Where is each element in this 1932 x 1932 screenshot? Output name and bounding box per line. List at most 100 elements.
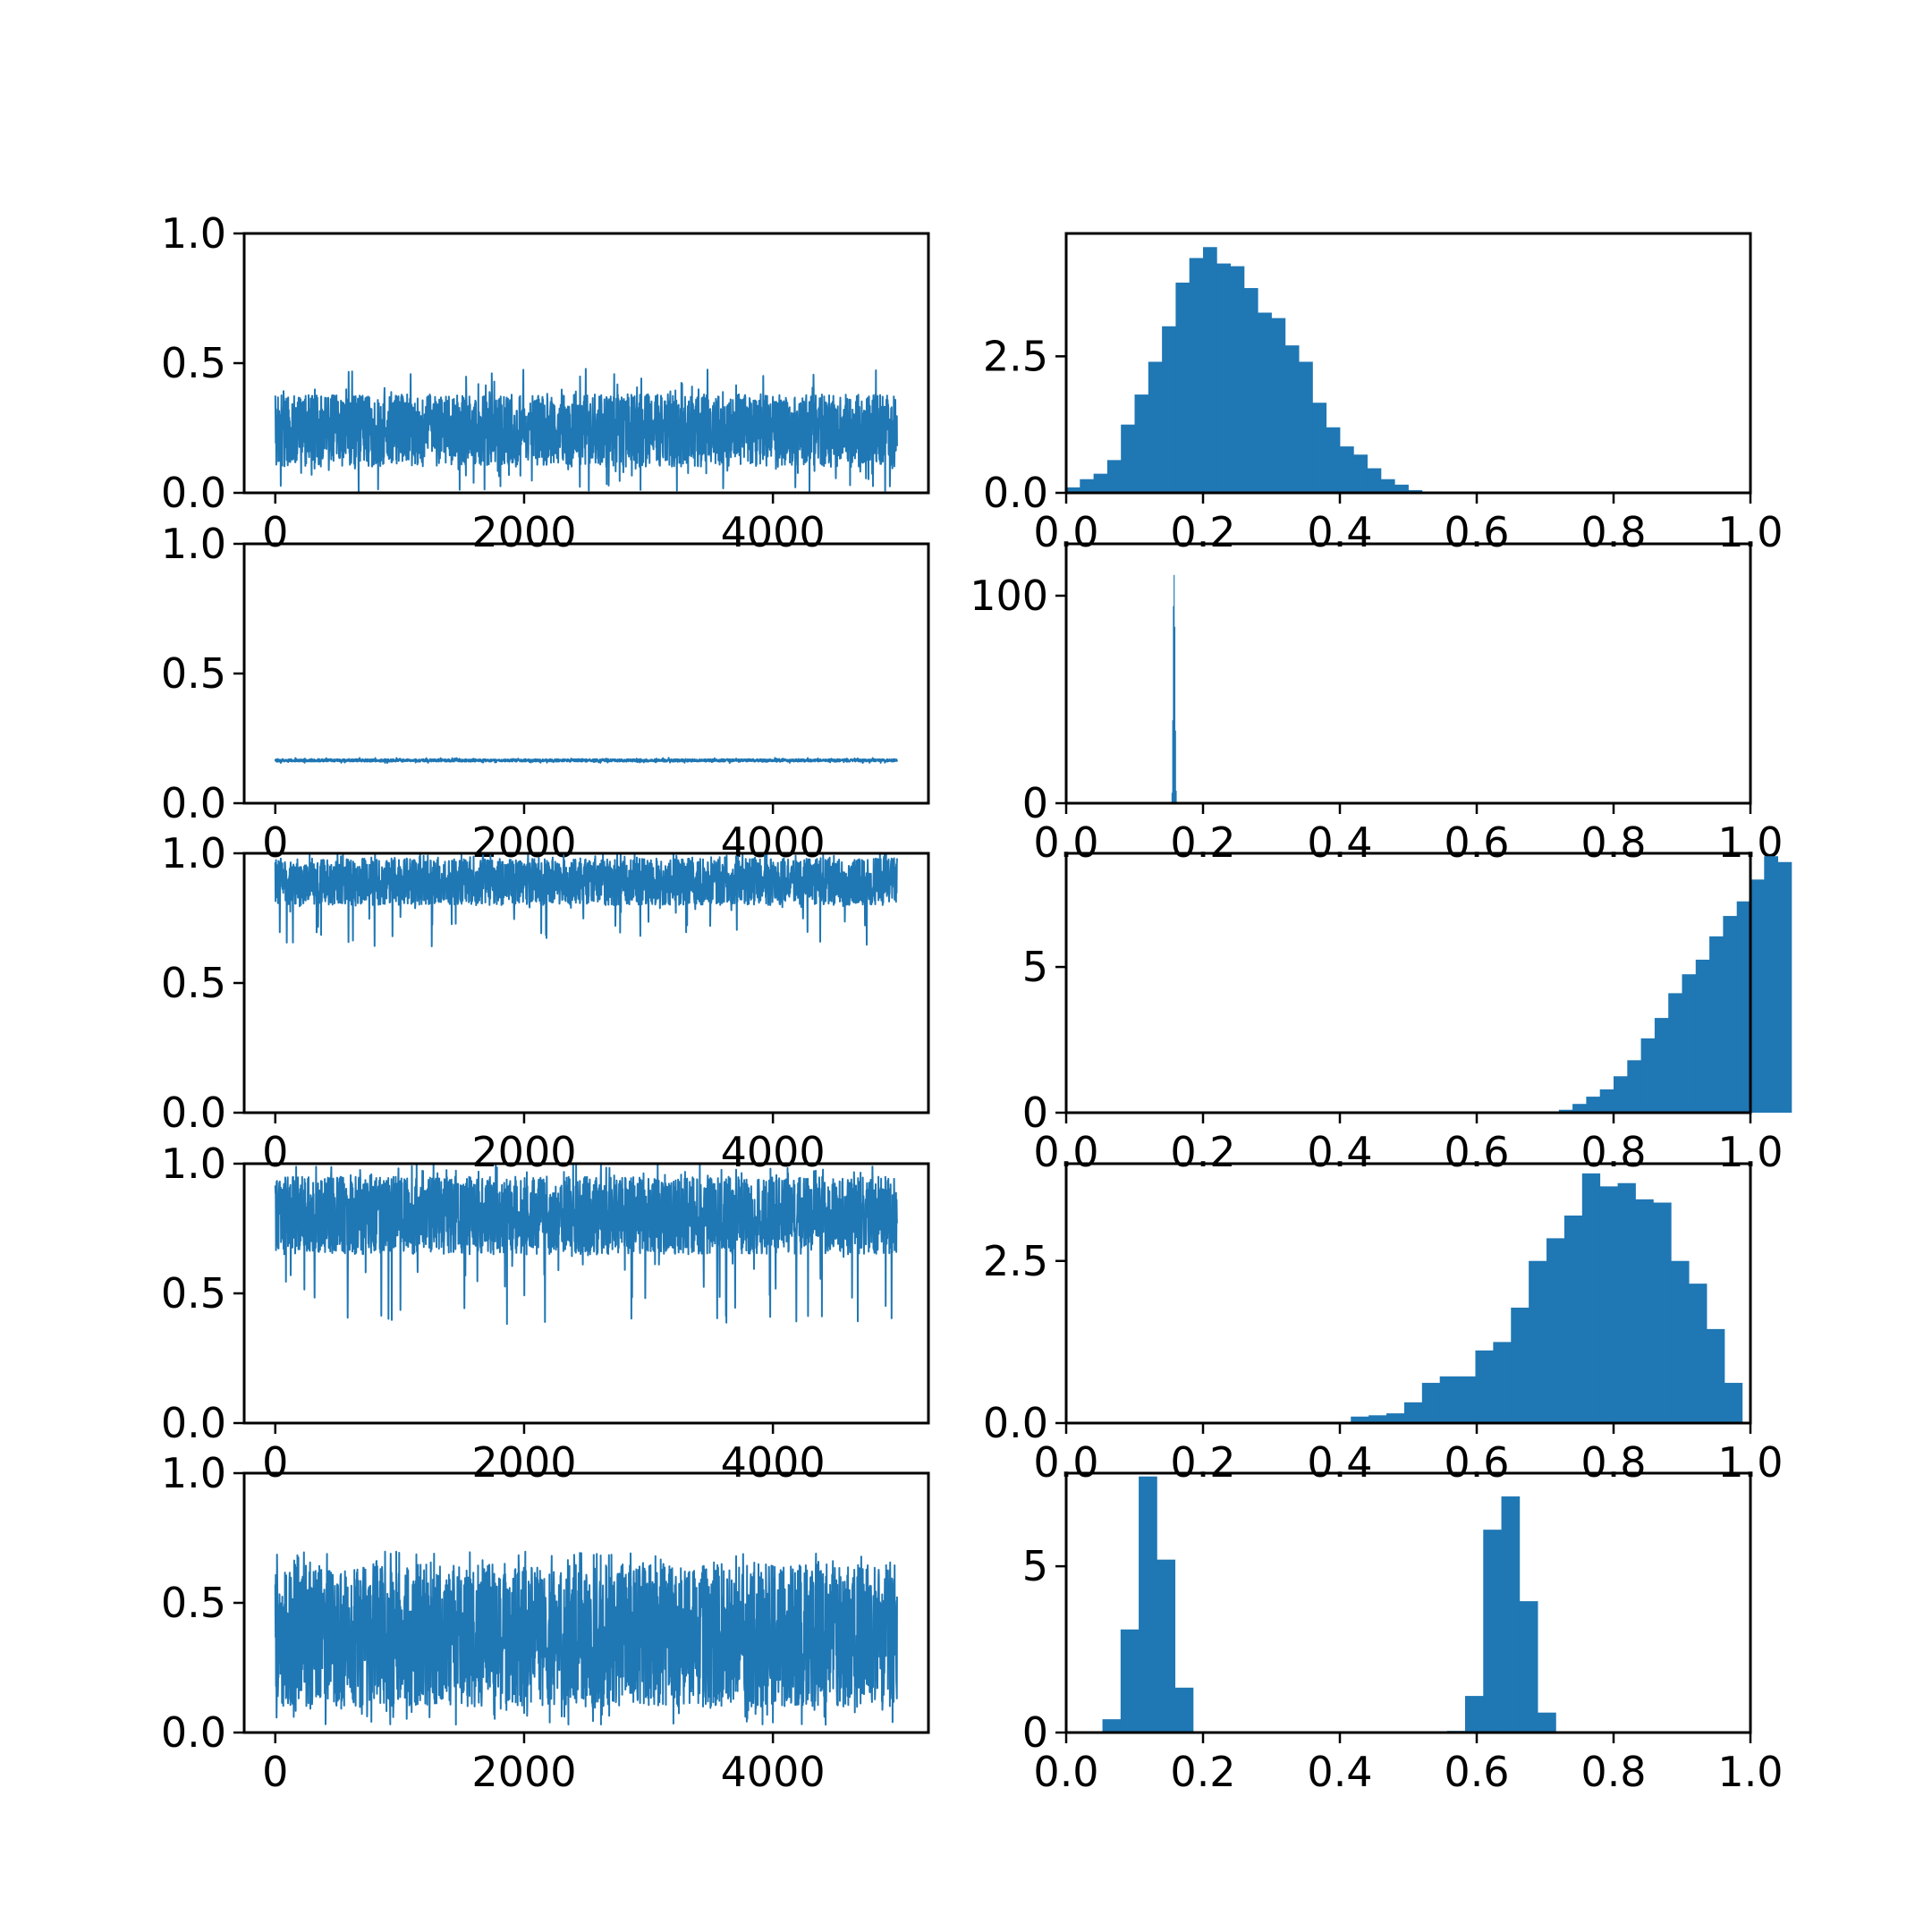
- histogram-bar: [1707, 1328, 1725, 1424]
- histogram-bar: [1394, 484, 1409, 493]
- x-tick-label: 0.8: [1580, 818, 1646, 867]
- y-tick-label: 1.0: [161, 1449, 226, 1497]
- x-tick-label: 0.6: [1444, 1438, 1509, 1487]
- histogram-bar: [1519, 1601, 1538, 1733]
- histogram-bar: [1724, 1383, 1743, 1423]
- x-tick-label: 0.4: [1307, 1748, 1372, 1796]
- histogram-bar: [1173, 606, 1174, 803]
- histogram-bar: [1439, 1376, 1458, 1423]
- histogram-bar: [1203, 247, 1217, 493]
- trace-line: [274, 1163, 898, 1326]
- trace-line: [274, 1550, 898, 1726]
- x-tick-label: 0.8: [1580, 1748, 1646, 1796]
- histogram-bar: [1617, 1182, 1636, 1423]
- histogram-bar: [1243, 288, 1258, 493]
- histogram-bar: [1148, 361, 1163, 493]
- histogram-bar: [1572, 1104, 1587, 1113]
- histogram-bar: [1175, 282, 1191, 493]
- y-tick-label: 0.0: [161, 1089, 226, 1137]
- x-tick-label: 0.4: [1307, 1438, 1372, 1487]
- histogram-bar: [1157, 1559, 1176, 1733]
- histogram-bar: [1189, 258, 1204, 493]
- histogram-bar: [1120, 1629, 1140, 1733]
- histogram-bar: [1121, 424, 1135, 493]
- histogram-bar: [1483, 1530, 1502, 1733]
- histogram-bar: [1671, 1260, 1690, 1423]
- histogram-bar: [1174, 626, 1176, 803]
- histogram-bar: [1312, 402, 1327, 493]
- histogram-bar: [1351, 1416, 1369, 1423]
- x-tick-label: 0: [262, 1438, 288, 1487]
- panel-r2-c0: 0 2000 4000 0.0 0.5 1.0: [161, 829, 930, 1176]
- histogram-bar: [1654, 1018, 1669, 1113]
- histogram-bar: [1653, 1202, 1672, 1423]
- histogram-bar: [1421, 1383, 1441, 1423]
- histogram-bar: [1464, 1696, 1484, 1733]
- histogram-bar: [1599, 1186, 1618, 1424]
- x-tick-label: 0.8: [1580, 1128, 1646, 1176]
- x-tick-label: 0: [262, 1128, 288, 1176]
- y-tick-label: 1.0: [161, 209, 226, 258]
- y-tick-label: 2.5: [983, 1237, 1048, 1285]
- x-tick-label: 0.4: [1307, 1128, 1372, 1176]
- y-tick-label: 0.0: [983, 1399, 1048, 1447]
- x-tick-label: 0.4: [1307, 508, 1372, 556]
- histogram-bar: [1386, 1413, 1405, 1424]
- x-tick-label: 0: [262, 508, 288, 556]
- y-tick-label: 0.5: [161, 339, 226, 387]
- histogram-bar: [1764, 856, 1778, 1113]
- trace-line: [274, 368, 898, 494]
- x-tick-label: 2000: [471, 1748, 576, 1796]
- axes-frame: [1064, 232, 1752, 495]
- x-tick-label: 0.2: [1170, 818, 1235, 867]
- y-tick-label: 0.5: [161, 1579, 226, 1627]
- histogram-bar: [1581, 1173, 1601, 1424]
- histogram-bar: [1368, 1415, 1387, 1423]
- x-tick-label: 0.8: [1580, 1438, 1646, 1487]
- x-tick-label: 0.6: [1444, 1748, 1509, 1796]
- histogram-bar: [1563, 1216, 1583, 1423]
- panel-r0-c1: 0.0 0.2 0.4 0.6 0.8 1.00.02.5: [983, 232, 1784, 556]
- panel-r0-c0: 0 2000 4000 0.0 0.5 1.0: [161, 209, 930, 556]
- histogram-bar: [1299, 361, 1313, 493]
- histogram-bar: [1380, 479, 1395, 493]
- y-tick-label: 100: [970, 572, 1048, 620]
- y-tick-label: 0: [1022, 1089, 1048, 1137]
- histogram-bar: [1777, 861, 1792, 1113]
- x-tick-label: 2000: [471, 508, 576, 556]
- y-tick-label: 1.0: [161, 520, 226, 568]
- axes-frame: [1064, 1162, 1752, 1425]
- histogram-bar: [1723, 916, 1738, 1113]
- histogram-bar: [1284, 345, 1300, 493]
- histogram-bar: [1682, 974, 1697, 1113]
- y-tick-label: 5: [1022, 1542, 1048, 1590]
- histogram-bar: [1558, 1109, 1573, 1113]
- y-tick-label: 0.5: [161, 959, 226, 1007]
- panel-r2-c1: 0.0 0.2 0.4 0.6 0.8 1.005: [1022, 852, 1792, 1176]
- histogram-bar: [1635, 1199, 1654, 1424]
- x-tick-label: 0.2: [1170, 508, 1235, 556]
- y-tick-label: 0.0: [161, 1399, 226, 1447]
- x-tick-label: 2000: [471, 818, 576, 867]
- y-tick-label: 0.0: [161, 469, 226, 517]
- y-tick-label: 1.0: [161, 1140, 226, 1188]
- histogram-bar: [1640, 1038, 1656, 1113]
- x-tick-label: 0.6: [1444, 508, 1509, 556]
- histogram-bar: [1216, 263, 1231, 493]
- x-tick-label: 0.2: [1170, 1128, 1235, 1176]
- histogram-bar: [1271, 318, 1286, 493]
- histogram-bar: [1093, 473, 1108, 493]
- histogram-bar: [1493, 1342, 1512, 1424]
- histogram-bar: [1529, 1260, 1547, 1423]
- x-tick-label: 0.6: [1444, 1128, 1509, 1176]
- histogram-bar: [1614, 1076, 1628, 1113]
- panel-r4-c1: 0.0 0.2 0.4 0.6 0.8 1.0 0 5: [1022, 1471, 1784, 1796]
- x-tick-label: 0.2: [1170, 1748, 1235, 1796]
- y-tick-label: 0: [1022, 779, 1048, 827]
- panel-r3-c1: 0.0 0.2 0.4 0.6 0.8 1.00.02.5: [983, 1162, 1784, 1487]
- histogram-bar: [1106, 460, 1122, 493]
- histogram-bar: [1475, 1350, 1494, 1423]
